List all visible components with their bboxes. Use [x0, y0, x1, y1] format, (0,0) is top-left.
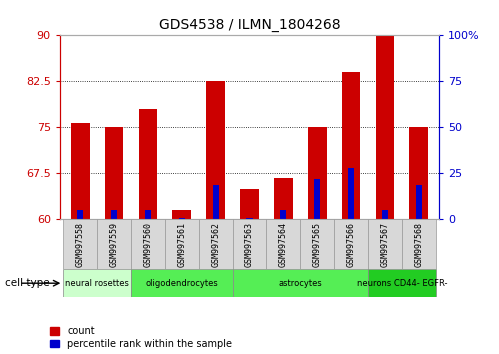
Text: GSM997566: GSM997566: [347, 222, 356, 267]
Bar: [240, 189, 259, 219]
Bar: [382, 210, 388, 219]
Text: GSM997568: GSM997568: [414, 222, 423, 267]
FancyBboxPatch shape: [165, 219, 199, 269]
Title: GDS4538 / ILMN_1804268: GDS4538 / ILMN_1804268: [159, 18, 340, 32]
FancyBboxPatch shape: [97, 219, 131, 269]
Bar: [145, 210, 151, 219]
Bar: [71, 122, 89, 219]
Bar: [280, 210, 286, 219]
Bar: [247, 218, 252, 219]
FancyBboxPatch shape: [368, 269, 436, 297]
FancyBboxPatch shape: [131, 219, 165, 269]
Text: GSM997559: GSM997559: [110, 222, 119, 267]
Text: GSM997565: GSM997565: [313, 222, 322, 267]
Text: GSM997561: GSM997561: [177, 222, 186, 267]
FancyBboxPatch shape: [266, 219, 300, 269]
Bar: [342, 72, 360, 219]
Bar: [173, 210, 191, 219]
FancyBboxPatch shape: [368, 219, 402, 269]
FancyBboxPatch shape: [63, 219, 97, 269]
Text: GSM997562: GSM997562: [211, 222, 220, 267]
FancyBboxPatch shape: [402, 219, 436, 269]
FancyBboxPatch shape: [131, 269, 233, 297]
Bar: [416, 184, 422, 219]
Text: GSM997558: GSM997558: [76, 222, 85, 267]
Legend: count, percentile rank within the sample: count, percentile rank within the sample: [50, 326, 232, 349]
Bar: [308, 127, 326, 219]
Text: GSM997563: GSM997563: [245, 222, 254, 267]
FancyBboxPatch shape: [334, 219, 368, 269]
Bar: [111, 210, 117, 219]
Bar: [179, 218, 185, 219]
FancyBboxPatch shape: [300, 219, 334, 269]
Text: GSM997567: GSM997567: [380, 222, 389, 267]
FancyBboxPatch shape: [233, 269, 368, 297]
Bar: [274, 178, 293, 219]
Bar: [206, 81, 225, 219]
Text: GSM997564: GSM997564: [279, 222, 288, 267]
Bar: [139, 109, 157, 219]
Text: astrocytes: astrocytes: [278, 279, 322, 288]
Bar: [314, 179, 320, 219]
Bar: [77, 210, 83, 219]
Text: cell type: cell type: [5, 278, 49, 288]
Text: neurons CD44- EGFR-: neurons CD44- EGFR-: [357, 279, 447, 288]
Text: oligodendrocytes: oligodendrocytes: [145, 279, 218, 288]
Bar: [410, 127, 428, 219]
Bar: [105, 127, 123, 219]
FancyBboxPatch shape: [233, 219, 266, 269]
Text: neural rosettes: neural rosettes: [65, 279, 129, 288]
FancyBboxPatch shape: [63, 269, 131, 297]
Bar: [376, 35, 394, 219]
FancyBboxPatch shape: [199, 219, 233, 269]
Bar: [348, 168, 354, 219]
Bar: [213, 184, 219, 219]
Text: GSM997560: GSM997560: [143, 222, 152, 267]
